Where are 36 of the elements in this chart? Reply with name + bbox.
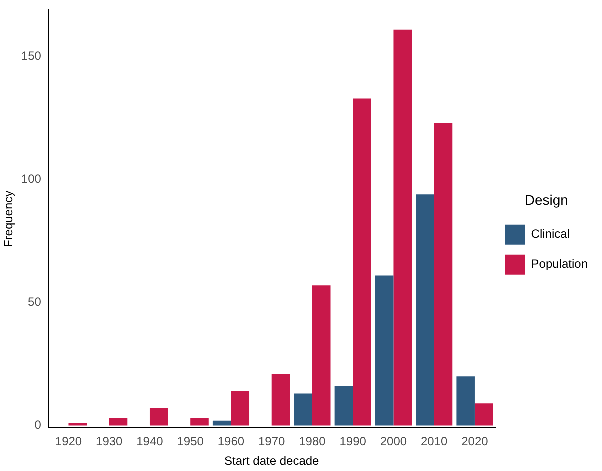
bar [190, 418, 209, 426]
bar [456, 376, 475, 426]
bar [353, 98, 372, 426]
bar [474, 404, 494, 426]
bar [294, 394, 312, 426]
bar [416, 194, 434, 426]
x-tick-label: 1990 [340, 434, 367, 449]
bar [394, 30, 412, 426]
legend-label: Clinical [531, 227, 570, 242]
legend-title: Design [524, 192, 568, 208]
bar [334, 386, 354, 426]
bar [375, 276, 394, 426]
x-tick-label: 2010 [421, 434, 448, 449]
x-tick-label: 1940 [136, 434, 164, 449]
bar [272, 374, 290, 426]
y-tick-label: 0 [34, 418, 42, 432]
bar [312, 286, 331, 426]
legend-label: Population [531, 257, 588, 272]
y-tick-label: 100 [21, 172, 42, 186]
x-tick-label: 2020 [462, 434, 489, 449]
bar [212, 420, 232, 426]
bar [109, 418, 128, 426]
x-tick-label: 1930 [96, 434, 124, 449]
x-tick-label: 2000 [380, 434, 408, 449]
y-tick-label: 150 [21, 49, 42, 64]
bar [434, 123, 453, 426]
x-tick-label: 1980 [299, 434, 326, 449]
bar [231, 391, 250, 426]
x-axis-title: Start date decade [224, 454, 320, 468]
x-tick-label: 1920 [55, 434, 82, 449]
x-tick-label: 1960 [218, 434, 245, 449]
bar [150, 408, 168, 426]
x-tick-label: 1950 [177, 434, 204, 449]
x-tick-label: 1970 [258, 434, 286, 449]
y-axis-title: Frequency [2, 190, 16, 248]
y-tick-label: 50 [28, 295, 42, 310]
